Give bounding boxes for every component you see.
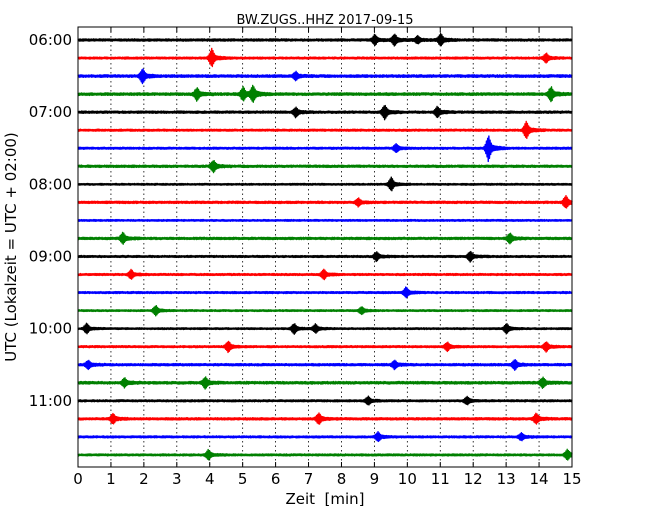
trace-line [77, 120, 573, 140]
trace-line [77, 68, 573, 85]
x-tick-label: 11 [431, 470, 450, 488]
trace-line [77, 412, 573, 425]
chart-title: BW.ZUGS..HHZ 2017-09-15 [236, 13, 413, 28]
trace-line [77, 322, 573, 335]
y-tick-label: 11:00 [29, 392, 72, 410]
y-tick-label: 10:00 [29, 320, 72, 338]
trace-line [77, 135, 573, 163]
trace-line [77, 304, 573, 317]
trace-line [77, 268, 573, 281]
trace-line [77, 218, 573, 222]
y-tick-label: 06:00 [29, 31, 72, 49]
trace-line [77, 448, 573, 461]
trace-line [77, 340, 573, 354]
x-tick-labels: 0 1 2 3 4 5 6 7 8 9 10 11 12 13 14 15 [73, 470, 581, 488]
x-tick-label: 4 [205, 470, 215, 488]
y-tick-label: 07:00 [29, 103, 72, 121]
x-tick-label: 13 [497, 470, 516, 488]
x-tick-label: 15 [562, 470, 581, 488]
x-tick-label: 3 [172, 470, 182, 488]
trace-line [77, 176, 573, 192]
x-tick-label: 12 [464, 470, 483, 488]
trace-line [77, 286, 573, 299]
trace-line [77, 159, 573, 174]
trace-line [77, 195, 573, 209]
trace-line [77, 84, 573, 103]
y-tick-label: 09:00 [29, 247, 72, 265]
axis-ticks [77, 27, 573, 467]
x-tick-label: 0 [73, 470, 83, 488]
trace-group [77, 33, 573, 461]
grid-lines [110, 27, 540, 467]
x-tick-label: 10 [398, 470, 417, 488]
x-tick-label: 5 [238, 470, 248, 488]
trace-line [77, 430, 573, 443]
trace-line [77, 104, 573, 121]
x-tick-label: 7 [304, 470, 314, 488]
trace-line [77, 250, 573, 263]
y-axis-label: UTC (Lokalzeit = UTC + 02:00) [2, 132, 20, 362]
x-tick-label: 9 [370, 470, 380, 488]
x-axis-label: Zeit [min] [285, 490, 364, 508]
y-tick-label: 08:00 [29, 175, 72, 193]
y-tick-labels: 06:00 07:00 08:00 09:00 10:00 11:00 [29, 31, 72, 410]
x-tick-label: 14 [530, 470, 549, 488]
trace-line [77, 376, 573, 390]
trace-line [77, 33, 573, 47]
x-tick-label: 6 [271, 470, 281, 488]
x-tick-label: 1 [106, 470, 116, 488]
trace-line [77, 231, 573, 245]
plot-frame [77, 26, 573, 468]
trace-line [77, 47, 573, 68]
x-tick-label: 2 [139, 470, 149, 488]
trace-line [77, 359, 573, 371]
x-tick-label: 8 [337, 470, 347, 488]
trace-line [77, 395, 573, 406]
